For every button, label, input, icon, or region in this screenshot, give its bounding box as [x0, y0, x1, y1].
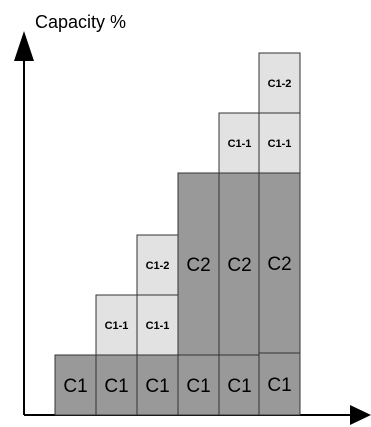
- block-label-c1-1-col6: C1-1: [268, 138, 292, 150]
- block-label-c1-2-col6: C1-2: [268, 78, 292, 90]
- block-stacks: C1 C1 C1-1 C1 C1-1 C1-2 C1 C2 C1 C2 C1-1 C1 C2 C1-1 C1…: [54, 52, 301, 416]
- block-label-c1-col2: C1: [104, 376, 128, 397]
- block-c1-col5: [218, 354, 261, 416]
- block-label-c2-col6: C2: [267, 254, 291, 275]
- y-axis-label: Capacity %: [35, 12, 126, 32]
- block-label-c2-col4: C2: [186, 255, 210, 276]
- y-axis-arrow-icon: [14, 31, 34, 61]
- block-label-c1-col6: C1: [267, 375, 291, 396]
- block-label-c1-2-col3: C1-2: [146, 260, 170, 272]
- block-c1-col6: [258, 352, 301, 416]
- block-label-c1-col3: C1: [145, 376, 169, 397]
- block-label-c1-col4: C1: [186, 376, 210, 397]
- block-label-c1-1-col3: C1-1: [146, 320, 170, 332]
- block-c1-col3: [136, 354, 179, 416]
- block-label-c1-1-col2: C1-1: [105, 320, 129, 332]
- block-label-c2-col5: C2: [227, 255, 251, 276]
- block-c1-1-col5: [218, 112, 261, 174]
- block-c2-col6: [258, 172, 301, 354]
- block-c1-1-col2: [95, 294, 138, 356]
- block-c1-2-col3: [136, 234, 179, 296]
- block-c1-1-col6: [258, 112, 301, 174]
- block-c1-col1: [54, 354, 97, 416]
- block-label-c1-1-col5: C1-1: [228, 138, 252, 150]
- block-c1-2-col6: [258, 52, 301, 114]
- block-c1-col4: [177, 354, 220, 416]
- block-label-c1-col5: C1: [227, 376, 251, 397]
- x-axis-arrow-icon: [350, 405, 371, 425]
- block-c2-col4: [177, 172, 220, 356]
- block-label-c1-col1: C1: [63, 376, 87, 397]
